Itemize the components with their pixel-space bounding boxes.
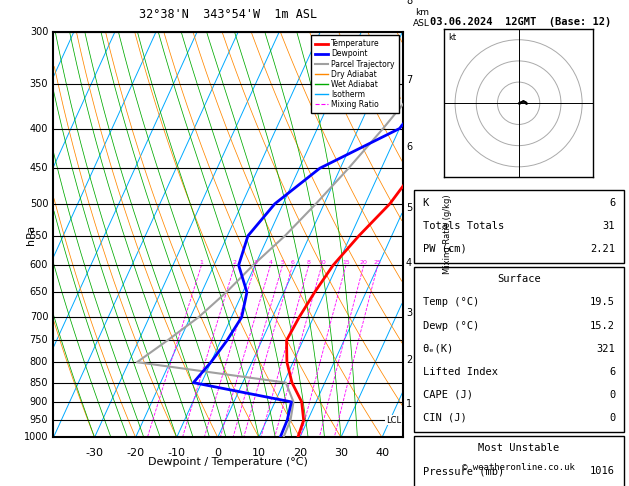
Text: 0: 0 <box>609 390 615 400</box>
Text: 3: 3 <box>253 260 257 265</box>
Text: 40: 40 <box>375 448 389 457</box>
Text: 19.5: 19.5 <box>590 297 615 308</box>
Text: 3: 3 <box>406 308 412 318</box>
Text: Dewp (°C): Dewp (°C) <box>423 321 479 330</box>
Text: 1: 1 <box>199 260 203 265</box>
Text: 900: 900 <box>30 397 48 407</box>
Text: LCL: LCL <box>386 416 401 425</box>
Text: 1000: 1000 <box>24 433 48 442</box>
Text: 4: 4 <box>406 258 412 268</box>
Text: 1: 1 <box>406 399 412 410</box>
Text: 650: 650 <box>30 287 48 297</box>
Text: 15.2: 15.2 <box>590 321 615 330</box>
Text: 10: 10 <box>252 448 266 457</box>
Text: 8: 8 <box>307 260 311 265</box>
Text: 600: 600 <box>30 260 48 270</box>
Text: hPa: hPa <box>26 225 36 244</box>
Text: -10: -10 <box>168 448 186 457</box>
Text: 0: 0 <box>609 413 615 423</box>
Text: 4: 4 <box>269 260 272 265</box>
Text: 0: 0 <box>214 448 221 457</box>
Text: 300: 300 <box>30 27 48 36</box>
Text: -20: -20 <box>126 448 145 457</box>
Text: kt: kt <box>448 33 457 42</box>
Text: Temp (°C): Temp (°C) <box>423 297 479 308</box>
Text: 550: 550 <box>30 231 48 241</box>
Text: 500: 500 <box>30 199 48 209</box>
Text: CAPE (J): CAPE (J) <box>423 390 472 400</box>
Text: Surface: Surface <box>497 275 541 284</box>
Text: 2.21: 2.21 <box>590 244 615 254</box>
Text: 03.06.2024  12GMT  (Base: 12): 03.06.2024 12GMT (Base: 12) <box>430 17 611 27</box>
Text: 8: 8 <box>406 0 412 6</box>
Text: K: K <box>423 198 429 208</box>
Text: 350: 350 <box>30 79 48 88</box>
Text: 321: 321 <box>596 344 615 354</box>
Text: Lifted Index: Lifted Index <box>423 367 498 377</box>
Text: 2: 2 <box>233 260 237 265</box>
Text: 10: 10 <box>318 260 326 265</box>
Text: 750: 750 <box>30 335 48 346</box>
Text: 30: 30 <box>334 448 348 457</box>
Text: 20: 20 <box>360 260 367 265</box>
Text: 950: 950 <box>30 415 48 425</box>
Text: 6: 6 <box>609 367 615 377</box>
Text: 5: 5 <box>281 260 284 265</box>
Text: 7: 7 <box>406 75 412 85</box>
Text: Most Unstable: Most Unstable <box>478 443 560 453</box>
Text: Totals Totals: Totals Totals <box>423 221 504 231</box>
Text: 25: 25 <box>374 260 382 265</box>
Text: 32°38'N  343°54'W  1m ASL: 32°38'N 343°54'W 1m ASL <box>139 8 317 21</box>
Text: 20: 20 <box>293 448 307 457</box>
Text: 15: 15 <box>342 260 350 265</box>
Text: 450: 450 <box>30 163 48 173</box>
Text: 400: 400 <box>30 123 48 134</box>
Text: 800: 800 <box>30 357 48 367</box>
Text: -30: -30 <box>86 448 104 457</box>
Text: θₑ(K): θₑ(K) <box>423 344 454 354</box>
Text: 31: 31 <box>603 221 615 231</box>
Text: PW (cm): PW (cm) <box>423 244 467 254</box>
Text: 6: 6 <box>609 198 615 208</box>
Text: 850: 850 <box>30 378 48 388</box>
Text: 2: 2 <box>406 355 412 365</box>
Text: km
ASL: km ASL <box>413 8 430 28</box>
Text: © weatheronline.co.uk: © weatheronline.co.uk <box>462 463 576 471</box>
Text: Mixing Ratio (g/kg): Mixing Ratio (g/kg) <box>443 195 452 274</box>
X-axis label: Dewpoint / Temperature (°C): Dewpoint / Temperature (°C) <box>148 457 308 467</box>
Text: 6: 6 <box>291 260 294 265</box>
Legend: Temperature, Dewpoint, Parcel Trajectory, Dry Adiabat, Wet Adiabat, Isotherm, Mi: Temperature, Dewpoint, Parcel Trajectory… <box>311 35 399 113</box>
Text: Pressure (mb): Pressure (mb) <box>423 467 504 476</box>
Text: 1016: 1016 <box>590 467 615 476</box>
Text: 700: 700 <box>30 312 48 322</box>
Text: 6: 6 <box>406 142 412 153</box>
Text: CIN (J): CIN (J) <box>423 413 467 423</box>
Text: 5: 5 <box>406 204 412 213</box>
